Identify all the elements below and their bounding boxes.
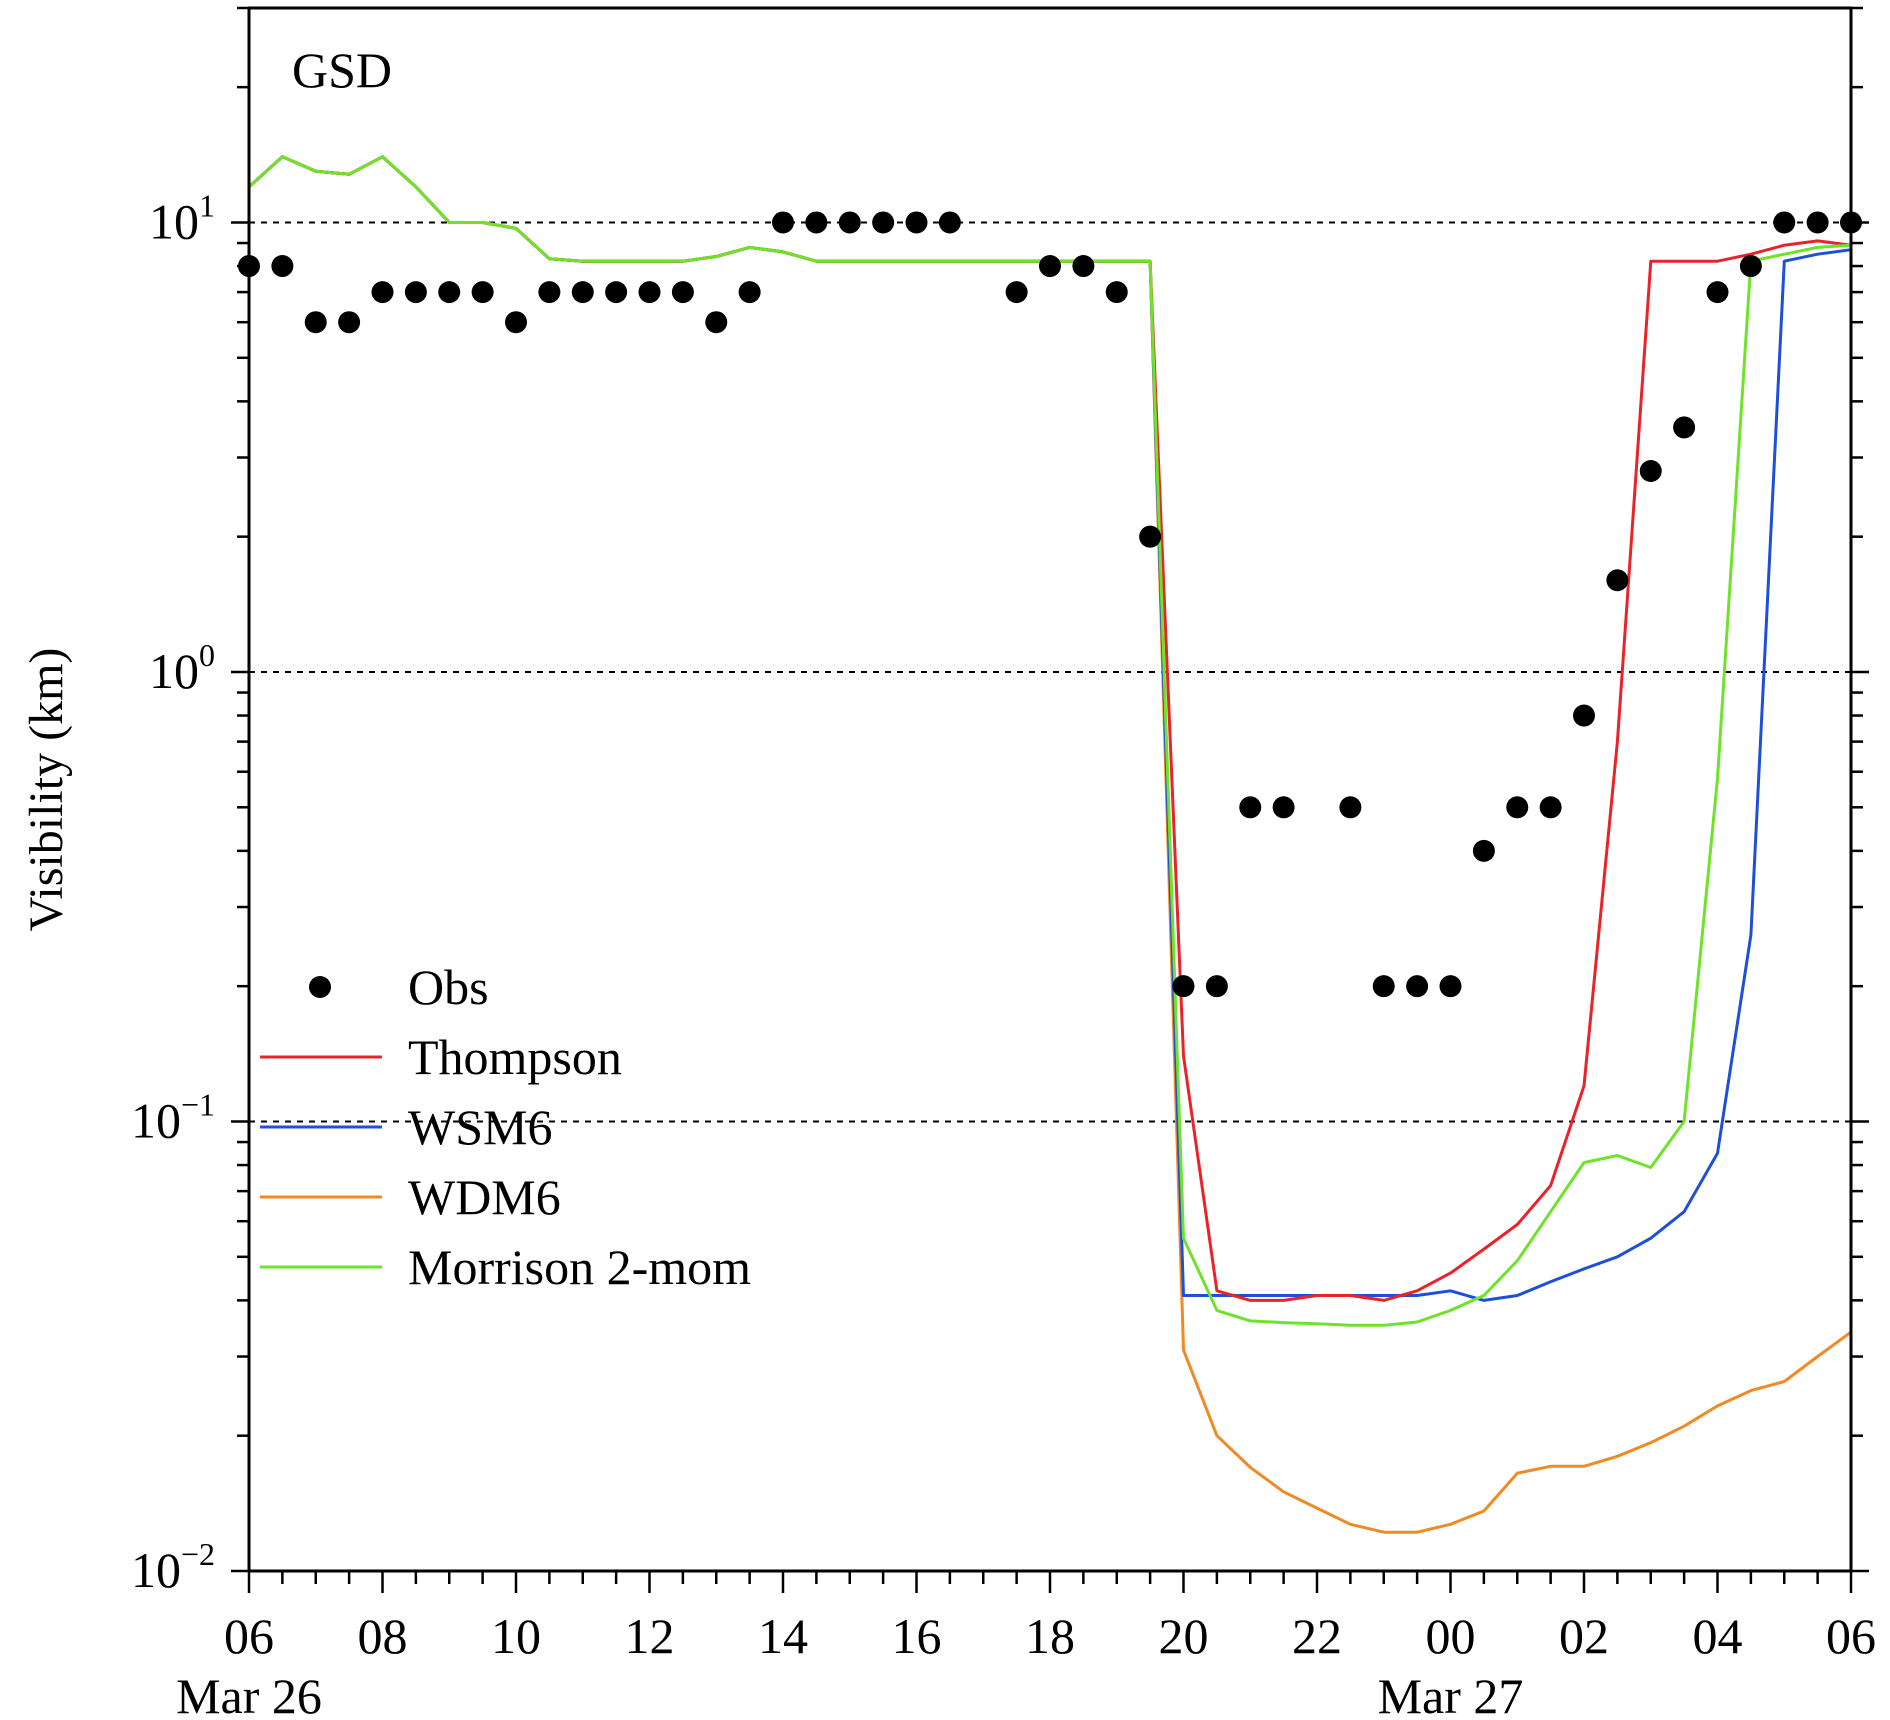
obs-point	[371, 281, 394, 304]
x-date-label: Mar 26	[176, 1668, 322, 1720]
obs-point	[1773, 211, 1796, 234]
obs-point	[1105, 281, 1128, 304]
x-tick-label: 00	[1426, 1608, 1476, 1664]
obs-point	[1472, 839, 1495, 862]
legend: Obs Thompson WSM6 WDM6 Morrison 2-mom	[260, 959, 751, 1295]
obs-point	[1606, 569, 1629, 592]
x-tick-label: 16	[892, 1608, 942, 1664]
obs-point	[1539, 796, 1562, 819]
obs-point	[1739, 255, 1762, 278]
obs-point	[338, 311, 361, 334]
obs-points	[238, 211, 1862, 998]
obs-point	[1172, 975, 1195, 998]
obs-point	[1005, 281, 1028, 304]
obs-point	[304, 311, 327, 334]
x-tick-label: 18	[1025, 1608, 1075, 1664]
obs-point	[905, 211, 928, 234]
obs-point	[1072, 255, 1095, 278]
y-tick-label: 100	[149, 637, 215, 699]
obs-point	[838, 211, 861, 234]
series-line-wdm6	[247, 155, 1852, 1534]
obs-point	[805, 211, 828, 234]
obs-point	[1673, 416, 1696, 439]
obs-point	[1272, 796, 1295, 819]
y-tick-label: 10−1	[131, 1086, 215, 1148]
obs-point	[738, 281, 761, 304]
obs-point	[538, 281, 561, 304]
obs-point	[1239, 796, 1262, 819]
legend-label: Obs	[408, 959, 489, 1015]
obs-point	[471, 281, 494, 304]
x-tick-label: 22	[1292, 1608, 1342, 1664]
obs-point	[1205, 975, 1228, 998]
x-tick-label: 08	[358, 1608, 408, 1664]
legend-label: Thompson	[408, 1029, 622, 1085]
obs-point	[872, 211, 895, 234]
gridlines	[249, 221, 1851, 1123]
obs-point	[938, 211, 961, 234]
plot-frame	[247, 6, 1853, 1573]
obs-point	[1639, 459, 1662, 482]
y-tick-label: 10−2	[131, 1536, 215, 1598]
legend-label: WSM6	[408, 1099, 552, 1155]
obs-point	[605, 281, 628, 304]
obs-point	[1406, 975, 1429, 998]
x-tick-label: 02	[1559, 1608, 1609, 1664]
obs-point	[1706, 281, 1729, 304]
obs-point	[505, 311, 527, 334]
x-tick-label: 04	[1693, 1608, 1743, 1664]
x-tick-label: 06	[1826, 1608, 1876, 1664]
obs-point	[1506, 796, 1529, 819]
y-tick-label: 101	[149, 187, 215, 249]
y-axis-label: Visibility (km)	[20, 648, 73, 932]
x-tick-label: 14	[758, 1608, 808, 1664]
obs-point	[1573, 704, 1595, 727]
legend-marker-obs	[309, 976, 331, 998]
obs-point	[1372, 975, 1395, 998]
x-tick-label: 06	[224, 1608, 274, 1664]
legend-label: Morrison 2-mom	[408, 1239, 751, 1295]
obs-point	[1439, 975, 1462, 998]
obs-point	[1139, 525, 1162, 548]
y-axis: 101 100 10−1 10−2	[131, 6, 1869, 1598]
obs-point	[772, 211, 794, 234]
x-date-label: Mar 27	[1378, 1668, 1524, 1720]
x-tick-label: 20	[1159, 1608, 1209, 1664]
obs-point	[1039, 255, 1061, 278]
obs-point	[571, 281, 594, 304]
x-tick-label: 12	[625, 1608, 675, 1664]
obs-point	[271, 255, 294, 278]
series-lines	[247, 155, 1852, 1534]
chart-title: GSD	[292, 42, 392, 98]
obs-point	[1806, 211, 1829, 234]
x-tick-label: 10	[491, 1608, 541, 1664]
legend-label: WDM6	[408, 1169, 561, 1225]
obs-point	[404, 281, 427, 304]
obs-point	[438, 281, 461, 304]
obs-point	[1339, 796, 1362, 819]
obs-point	[638, 281, 661, 304]
obs-point	[671, 281, 694, 304]
obs-point	[705, 311, 728, 334]
